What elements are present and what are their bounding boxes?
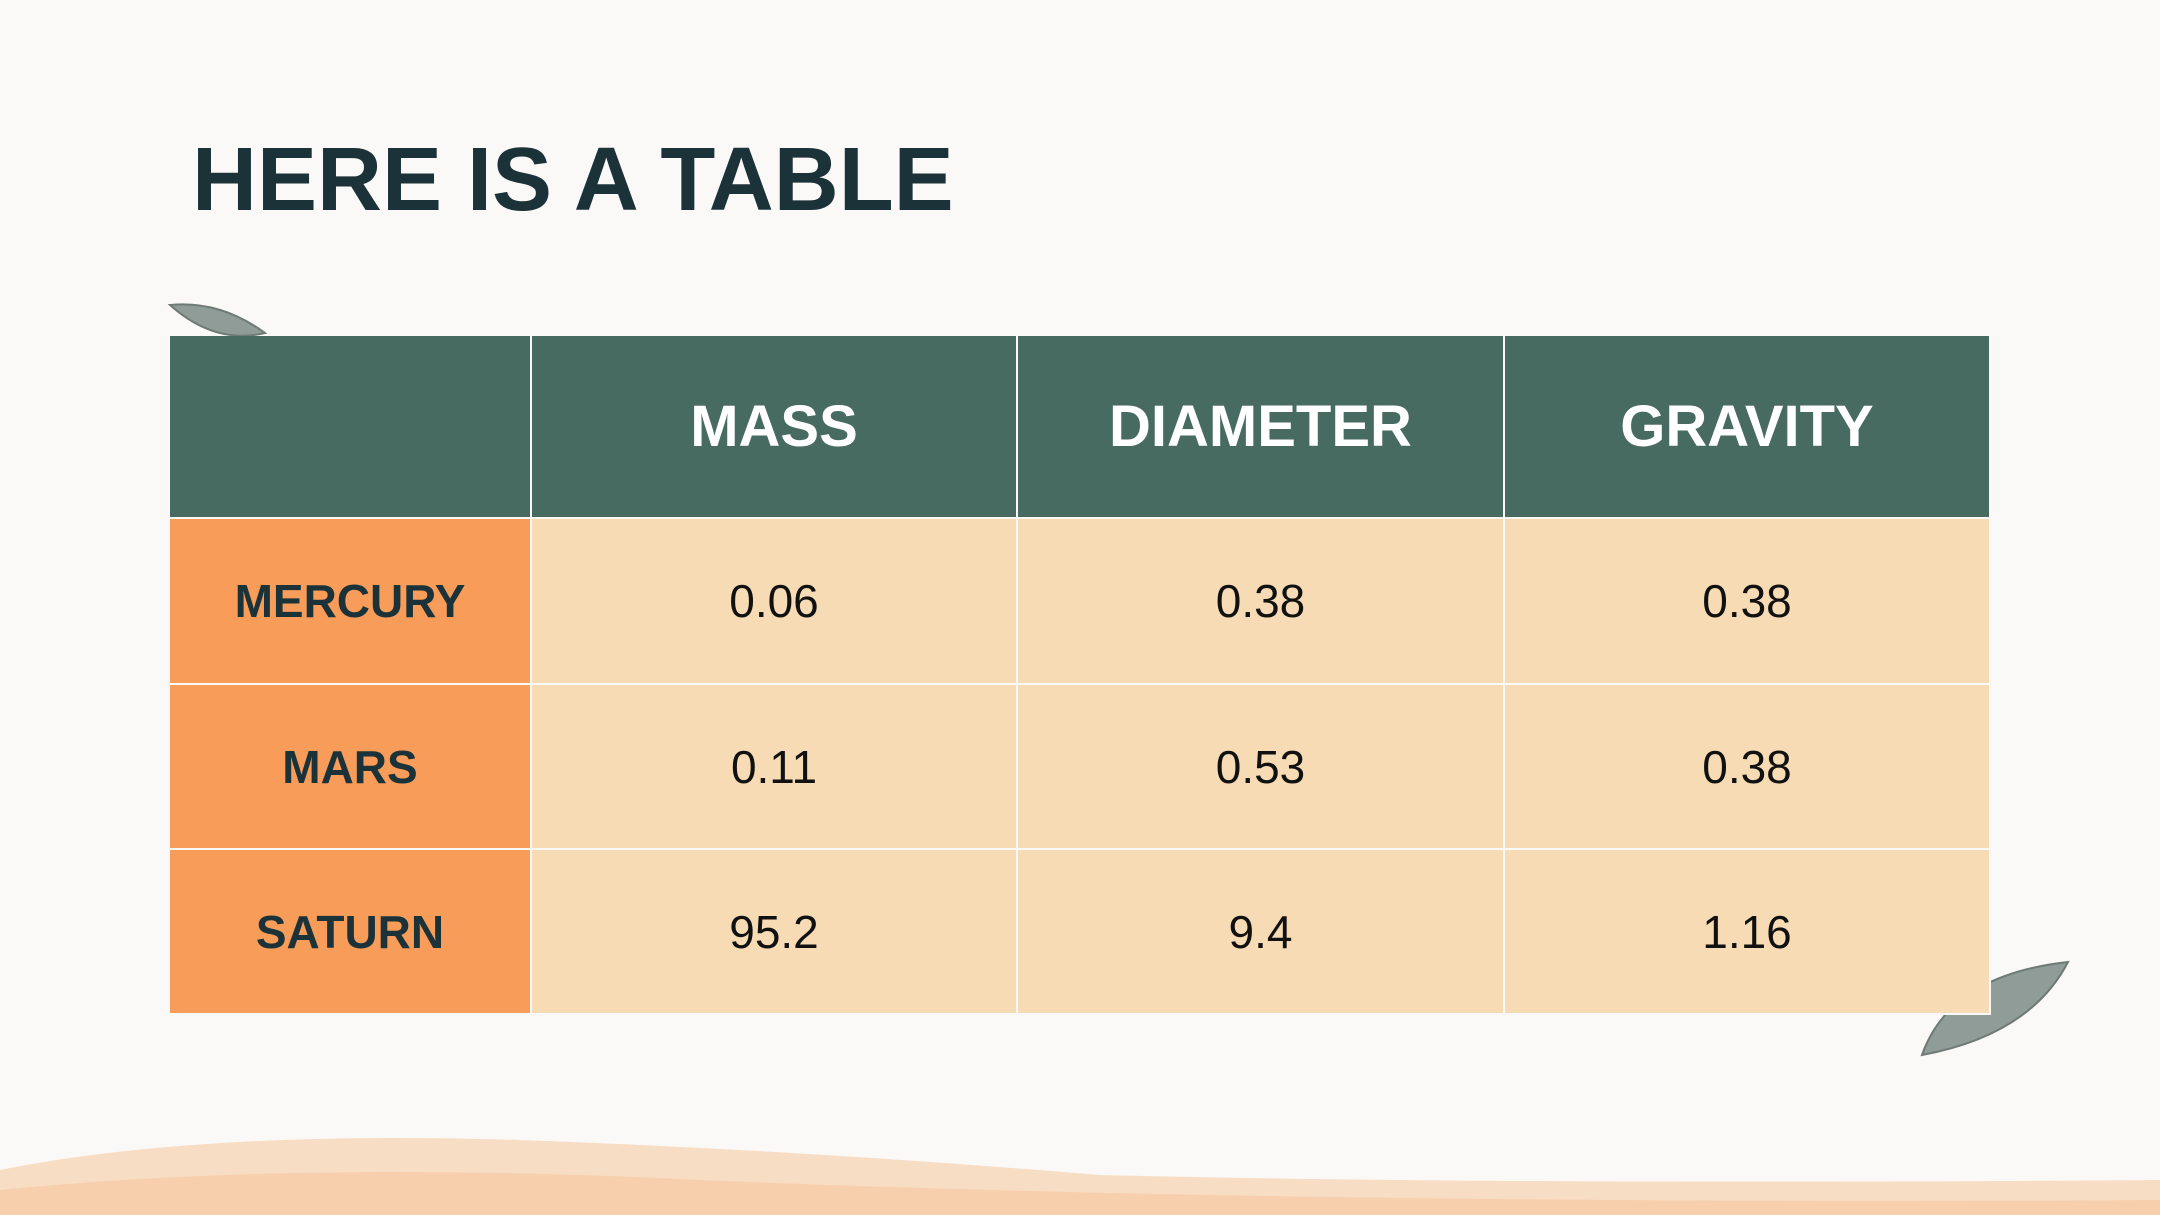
table: MASS DIAMETER GRAVITY MERCURY 0.06 0.38 0.38 MA…	[170, 336, 1991, 1015]
corner-cell	[170, 336, 532, 519]
title: HERE IS A TABLE	[192, 130, 954, 230]
row-label: SATURN	[170, 850, 532, 1015]
table-cell: 0.53	[1018, 685, 1505, 850]
table-cell: 0.38	[1018, 519, 1505, 685]
table-cell: 1.16	[1505, 850, 1991, 1015]
column-header: MASS	[532, 336, 1018, 519]
table-cell: 0.06	[532, 519, 1018, 685]
row-label: MARS	[170, 685, 532, 850]
table-cell: 9.4	[1018, 850, 1505, 1015]
table-cell: 0.38	[1505, 685, 1991, 850]
column-header: DIAMETER	[1018, 336, 1505, 519]
column-header: GRAVITY	[1505, 336, 1991, 519]
table-cell: 0.11	[532, 685, 1018, 850]
table-cell: 0.38	[1505, 519, 1991, 685]
table-cell: 95.2	[532, 850, 1018, 1015]
row-label: MERCURY	[170, 519, 532, 685]
